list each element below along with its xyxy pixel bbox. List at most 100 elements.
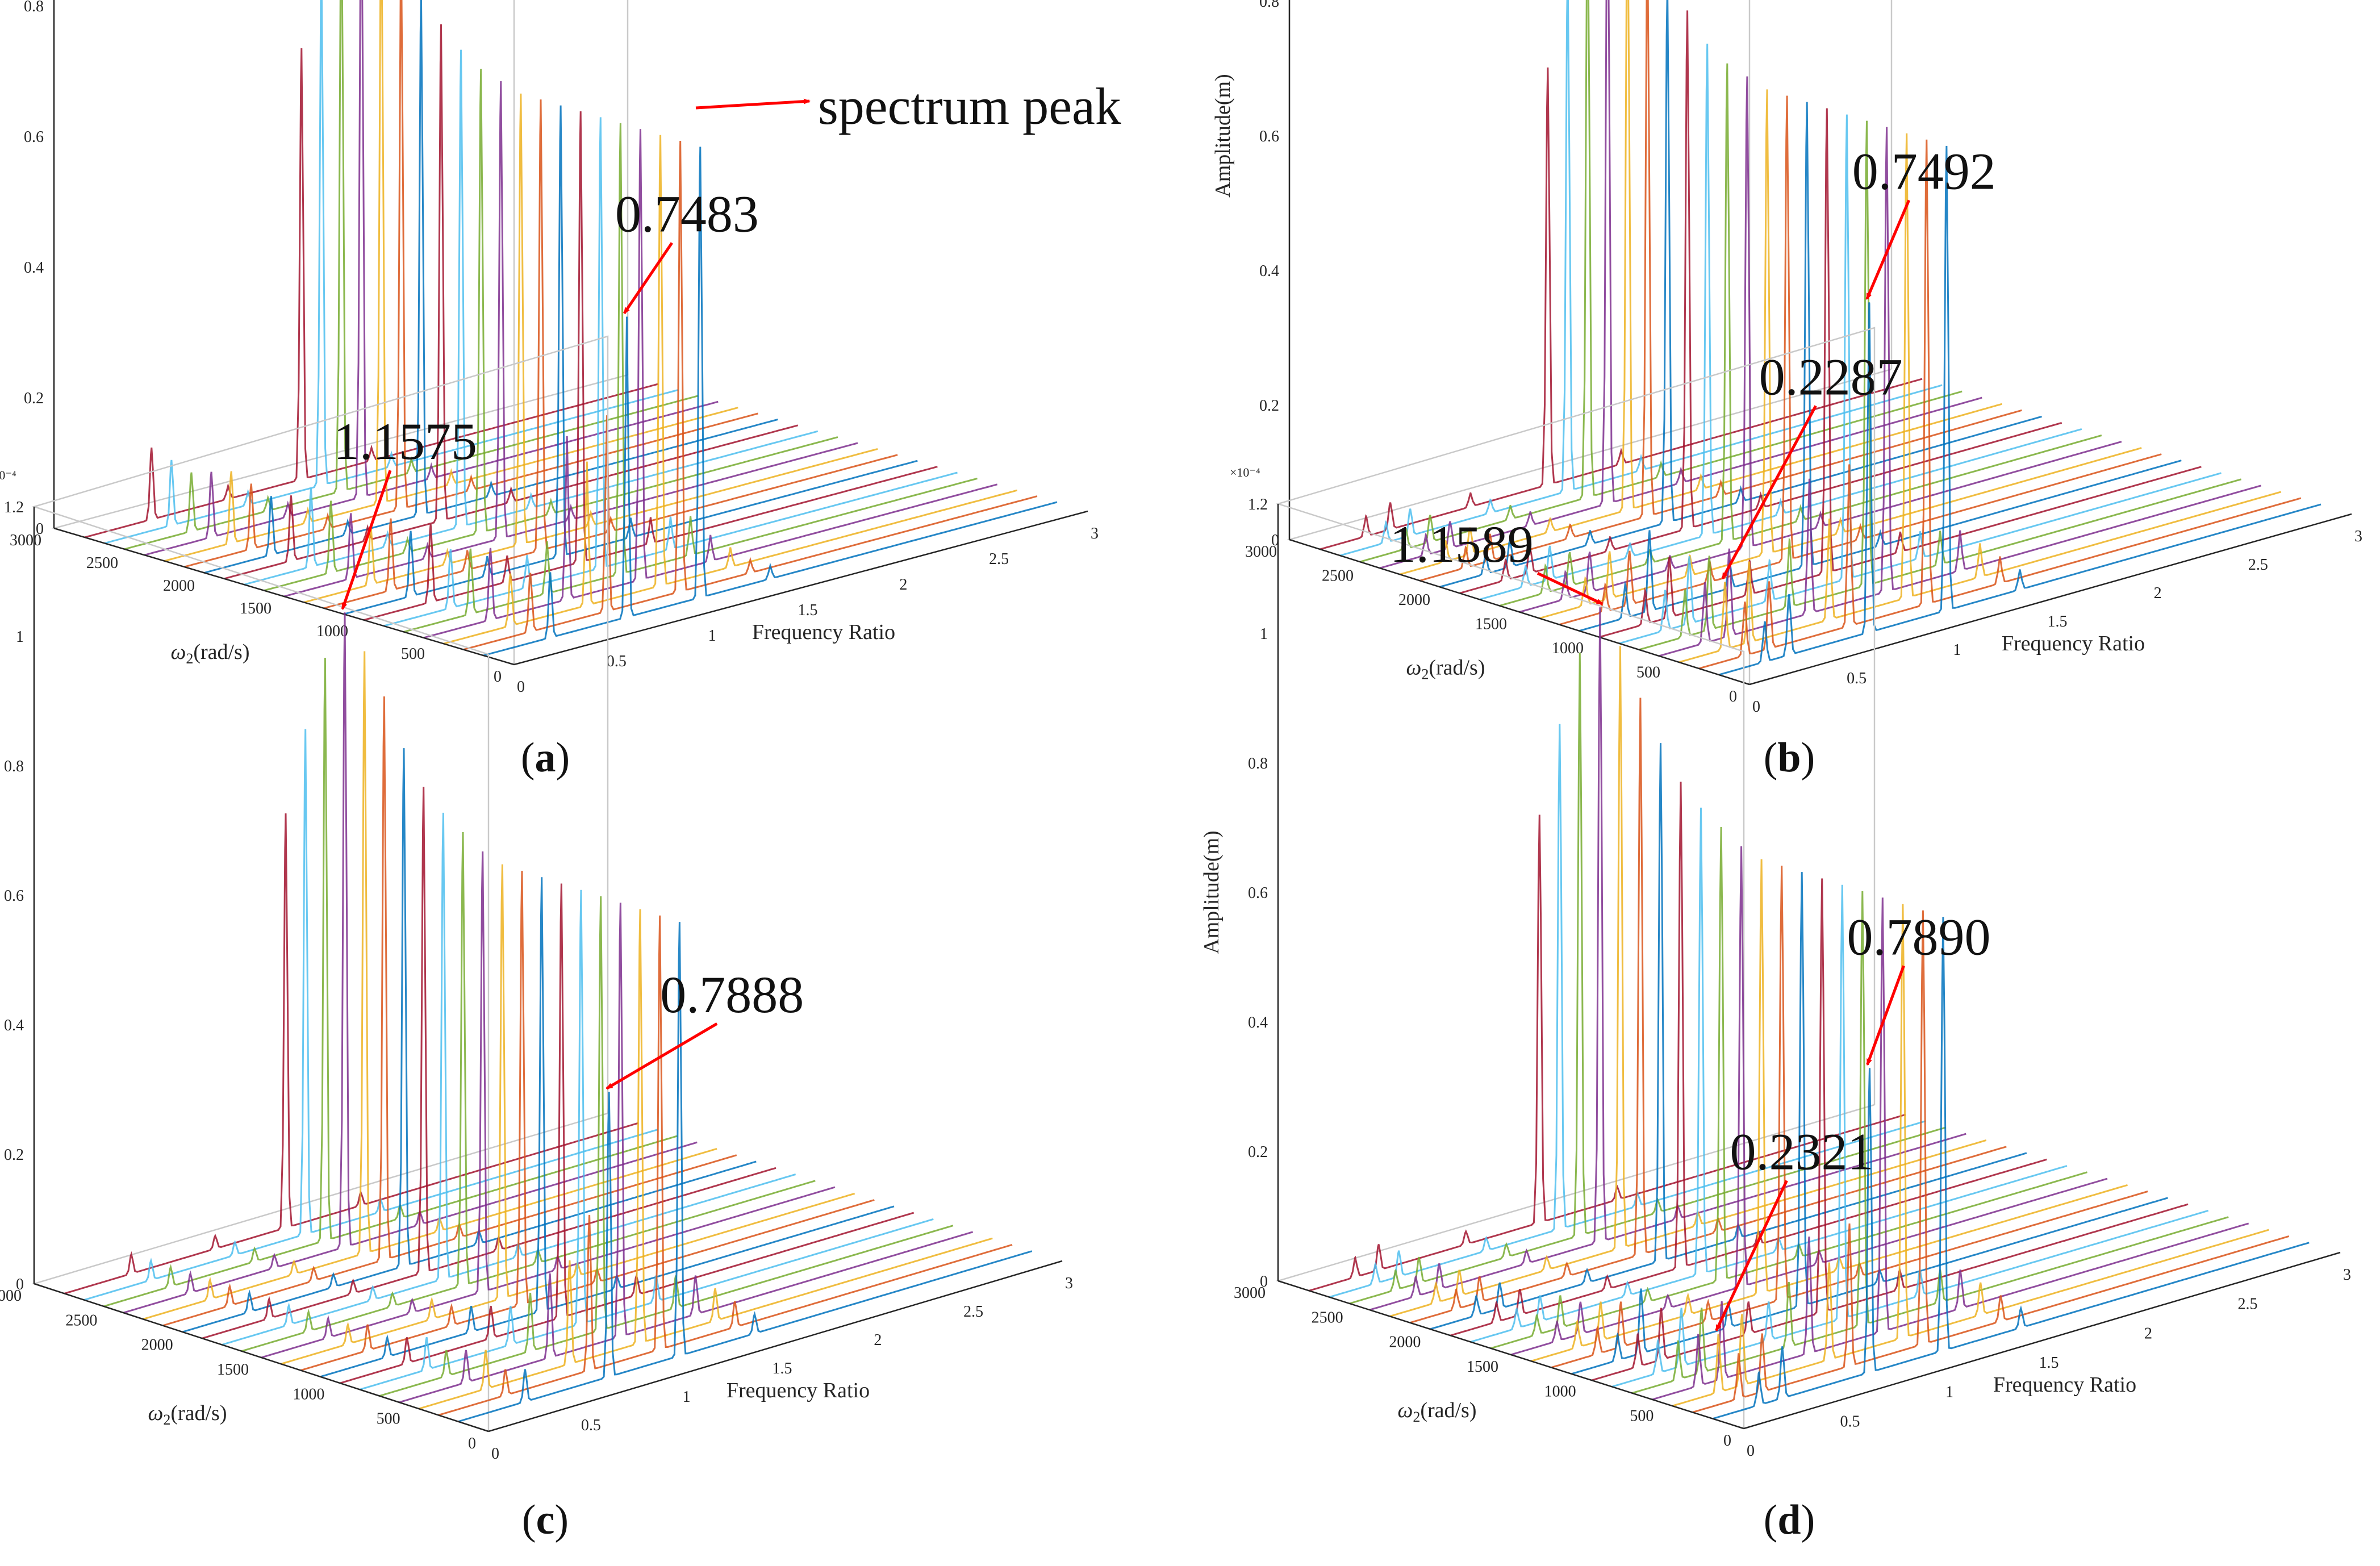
z-tick-label: 0.4	[4, 1017, 24, 1034]
caption-d: (d)	[1764, 1497, 1815, 1543]
y-tick-label: 1000	[316, 623, 348, 640]
y-tick-label: 2500	[1312, 1309, 1343, 1326]
box-floor-back	[1287, 368, 1892, 686]
y-axis-label-sub: 2	[186, 650, 193, 667]
x-tick-label: 2.5	[2248, 556, 2268, 574]
y-tick-label: 3000	[0, 1287, 22, 1305]
y-axis-line	[53, 527, 515, 666]
annotation-arrow	[1865, 199, 1911, 300]
y-axis-line	[1289, 538, 1750, 686]
y-tick-label: 0	[1723, 1432, 1731, 1450]
series-line-720	[1639, 120, 2242, 651]
z-tick-label: 1.2	[4, 499, 24, 516]
x-tick-label: 2	[874, 1331, 882, 1349]
series-line-2670	[104, 0, 679, 544]
annotation-label: 0.2287	[1759, 348, 1903, 406]
y-tick-label: 1000	[1552, 640, 1584, 657]
series-line-2670	[83, 729, 658, 1301]
z-tick-label: 1	[1260, 625, 1268, 643]
series-line-200	[1718, 145, 2321, 676]
annotation-label: 1.1589	[1390, 515, 1534, 573]
series-line-330	[438, 915, 1013, 1416]
series-line-200	[1712, 917, 2310, 1420]
y-tick-label: 2500	[65, 1312, 97, 1329]
caption-d-letter: d	[1777, 1497, 1801, 1543]
y-axis-label-symbol: ω	[1397, 1398, 1413, 1422]
y-tick-label: 500	[1636, 664, 1660, 682]
annotation-arrow	[341, 470, 392, 611]
series-line-980	[364, 111, 938, 621]
y-tick-label: 2500	[1322, 567, 1354, 585]
spectrum-peak-arrow	[695, 98, 811, 110]
x-tick-label: 0.5	[1840, 1413, 1860, 1430]
y-axis-line	[1277, 1280, 1744, 1430]
x-axis-line	[1749, 513, 2352, 686]
y-tick-label: 1000	[293, 1385, 324, 1403]
annotation-arrow	[1715, 1180, 1788, 1332]
series-line-2280	[164, 0, 738, 562]
y-axis-label-symbol: ω	[1406, 656, 1421, 680]
caption-c-letter: c	[536, 1497, 555, 1543]
series-line-2020	[204, 0, 778, 574]
x-tick-label: 1	[1945, 1384, 1953, 1401]
z-tick-label: 0.6	[1248, 884, 1268, 902]
series-line-1760	[244, 49, 819, 586]
x-tick-label: 3	[1065, 1275, 1073, 1292]
y-axis-label-unit: (rad/s)	[1420, 1398, 1476, 1422]
y-axis-label: ω2(rad/s)	[1397, 1398, 1476, 1425]
z-tick-label: 0.8	[24, 0, 44, 15]
z-scale-label: ×10⁻⁴	[0, 468, 16, 482]
series-line-2410	[144, 0, 719, 556]
series-line-2150	[1409, 698, 2007, 1324]
x-tick-label: 3	[2343, 1266, 2351, 1284]
x-tick-label: 2.5	[2238, 1296, 2258, 1313]
series-line-1890	[1459, 10, 2062, 594]
y-tick-label: 1000	[1544, 1383, 1576, 1400]
series-line-1240	[1559, 95, 2162, 626]
annotation-label: 1.1575	[333, 412, 477, 470]
y-tick-label: 2500	[86, 554, 118, 572]
annotation-arrow	[623, 242, 673, 315]
z-tick-label: 0	[1260, 1273, 1268, 1291]
annotation-arrow	[1721, 405, 1817, 580]
series-line-460	[418, 909, 993, 1410]
series-line-1500	[1519, 76, 2122, 613]
series-line-330	[463, 140, 1038, 651]
x-tick-label: 2.5	[963, 1303, 983, 1321]
z-tick-label: 0	[1271, 532, 1279, 549]
y-axis-label-symbol: ω	[148, 1401, 163, 1425]
x-axis-line	[513, 510, 1088, 666]
y-tick-label: 500	[1630, 1408, 1654, 1425]
series-line-2670	[1339, 0, 1943, 557]
chart-panel-b: 00.511.522.5305001000150020002500300000.…	[1211, 0, 2362, 716]
series-line-1500	[283, 81, 858, 598]
x-axis-line	[1743, 1251, 2341, 1430]
z-tick-label: 0.2	[1248, 1143, 1268, 1161]
series-line-1370	[1539, 89, 2142, 619]
y-tick-label: 1500	[240, 600, 272, 617]
chart-panel-d: 00.511.522.5305001000150020002500300000.…	[1200, 327, 2351, 1460]
z-tick-label: 0.6	[1259, 128, 1279, 145]
annotation-label: 0.7888	[660, 966, 804, 1024]
series-line-850	[1619, 114, 2222, 645]
series-line-460	[443, 135, 1018, 645]
x-tick-label: 0.5	[1847, 670, 1867, 687]
x-tick-label: 0	[1752, 698, 1760, 716]
x-tick-label: 0.5	[581, 1417, 601, 1434]
z-tick-label: 0.8	[1259, 0, 1279, 11]
x-tick-label: 0.5	[607, 653, 627, 670]
annotation-arrow	[606, 1022, 718, 1090]
y-tick-label: 2000	[1398, 591, 1430, 609]
series-line-2280	[1399, 0, 2002, 575]
series-line-1110	[343, 105, 918, 615]
annotation-arrow	[1536, 571, 1604, 605]
z-tick-label: 0.2	[1259, 397, 1279, 415]
series-line-2410	[1379, 0, 1982, 569]
series-line-1760	[1470, 807, 2068, 1343]
x-tick-label: 2	[2144, 1325, 2152, 1342]
chart-panel-c: 00.511.522.5305001000150020002500300000.…	[0, 335, 1073, 1463]
x-tick-label: 2	[899, 576, 907, 594]
captions: (a) (b) (c) (d)	[521, 734, 1815, 1543]
y-tick-label: 1500	[217, 1361, 249, 1379]
